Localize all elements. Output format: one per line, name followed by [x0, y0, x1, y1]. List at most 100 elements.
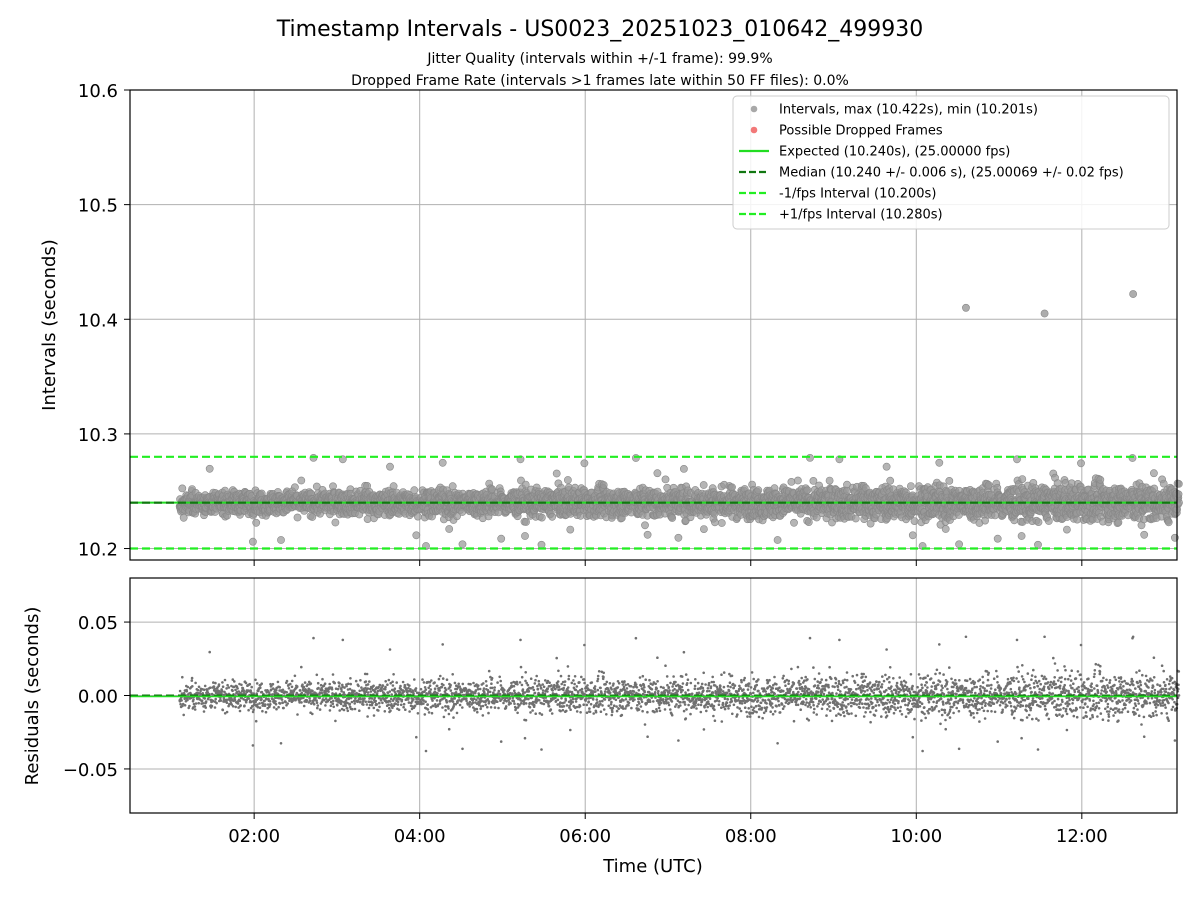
interval-point	[1174, 490, 1183, 499]
interval-point	[641, 521, 649, 530]
residual-point	[274, 700, 277, 703]
interval-outlier-point	[1129, 290, 1138, 298]
top-y-tick-label: 10.6	[78, 81, 118, 102]
residual-point	[202, 688, 206, 692]
residual-point	[214, 681, 217, 685]
interval-point	[412, 531, 421, 540]
residual-point	[312, 636, 315, 640]
residual-point	[278, 702, 282, 705]
residual-point	[247, 697, 251, 700]
interval-point	[1140, 530, 1149, 539]
residual-point	[190, 679, 194, 682]
residual-point	[309, 682, 313, 685]
residual-point	[214, 697, 217, 701]
residual-point	[315, 699, 318, 702]
residual-point	[343, 686, 346, 689]
residual-point	[223, 678, 227, 682]
legend-label: -1/fps Interval (10.200s)	[779, 187, 936, 202]
interval-point	[653, 469, 662, 478]
residual-point	[338, 709, 342, 712]
residual-point	[321, 688, 324, 692]
residual-point	[318, 708, 322, 711]
residual-point	[276, 680, 280, 684]
residual-point	[259, 686, 262, 690]
residual-point	[296, 713, 299, 716]
residual-point	[281, 701, 285, 705]
residual-point	[312, 702, 316, 706]
residual-point	[317, 686, 320, 690]
interval-point	[548, 512, 557, 521]
residual-point	[219, 699, 223, 702]
residual-point	[323, 682, 327, 685]
residual-point	[331, 673, 335, 676]
interval-point	[993, 534, 1002, 543]
residual-point	[242, 689, 246, 693]
interval-point	[680, 464, 688, 473]
residual-point	[215, 701, 218, 705]
interval-point	[711, 518, 719, 527]
residual-point	[193, 708, 197, 711]
residual-point	[321, 677, 324, 681]
interval-point	[1034, 518, 1043, 526]
interval-point	[293, 513, 302, 522]
residual-point	[236, 687, 239, 690]
residual-point	[188, 704, 191, 708]
interval-point	[1128, 454, 1137, 462]
interval-point	[908, 531, 917, 540]
residual-point	[256, 703, 259, 706]
residual-point	[220, 689, 224, 693]
residual-point	[236, 702, 240, 705]
residual-point	[327, 690, 330, 693]
interval-point	[1073, 515, 1082, 524]
residual-point	[255, 682, 259, 685]
residual-point	[349, 682, 353, 686]
residual-point	[238, 709, 242, 713]
interval-point	[955, 540, 963, 549]
interval-point	[248, 537, 257, 546]
interval-point	[386, 462, 394, 471]
residual-point	[293, 674, 297, 678]
residual-point	[269, 703, 272, 706]
interval-point	[521, 532, 529, 540]
residual-point	[196, 688, 200, 692]
residual-point	[301, 683, 304, 686]
residual-point	[203, 697, 206, 700]
residual-point	[264, 703, 267, 706]
residual-point	[287, 687, 291, 690]
residual-point	[306, 683, 310, 686]
interval-point	[445, 525, 454, 533]
residual-point	[226, 683, 229, 687]
residual-point	[334, 719, 337, 723]
residual-point	[351, 707, 354, 711]
residual-point	[233, 698, 237, 702]
interval-point	[566, 525, 575, 534]
interval-point	[804, 518, 813, 526]
residual-point	[340, 687, 343, 691]
residual-point	[289, 682, 292, 686]
residual-point	[290, 679, 294, 683]
residual-point	[181, 675, 184, 679]
chart-title: Timestamp Intervals - US0023_20251023_01…	[276, 17, 923, 42]
residual-point	[332, 699, 335, 703]
interval-point	[907, 482, 915, 490]
interval-point	[1174, 479, 1183, 488]
residual-point	[348, 702, 352, 706]
residual-point	[337, 685, 341, 688]
residual-point	[239, 704, 242, 707]
interval-point	[290, 483, 299, 492]
interval-point	[700, 525, 708, 533]
residual-point	[200, 699, 204, 702]
residual-point	[250, 685, 253, 689]
interval-point	[448, 482, 457, 491]
interval-point	[538, 513, 546, 522]
interval-point	[632, 454, 640, 462]
residual-point	[244, 681, 248, 685]
residual-point	[324, 704, 327, 707]
interval-point	[1077, 459, 1085, 468]
residual-point	[346, 709, 350, 713]
residual-point	[272, 706, 276, 709]
interval-point	[599, 481, 608, 489]
residual-point	[285, 679, 289, 683]
top-y-tick-label: 10.5	[78, 196, 118, 217]
